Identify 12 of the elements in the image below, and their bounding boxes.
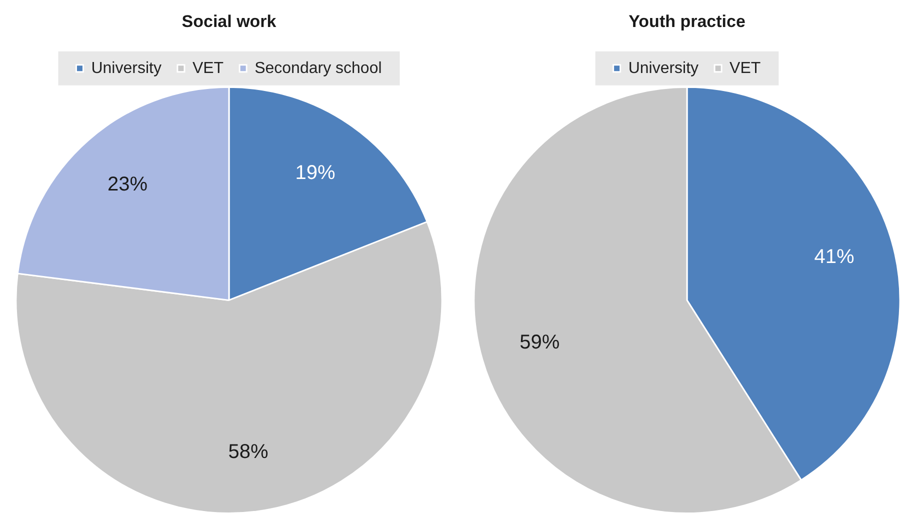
chart-title: Youth practice: [628, 12, 746, 31]
data-label: 59%: [520, 332, 560, 354]
data-label: 19%: [295, 162, 336, 184]
legend-label: University: [91, 60, 162, 77]
data-label: 41%: [814, 246, 855, 268]
legend-label: Secondary school: [254, 60, 382, 77]
chart-title: Social work: [182, 12, 277, 31]
legend-label: VET: [730, 60, 761, 77]
legend-label: University: [628, 60, 699, 77]
legend-label: VET: [192, 60, 224, 77]
data-label: 23%: [108, 174, 148, 196]
data-label: 58%: [228, 440, 268, 463]
